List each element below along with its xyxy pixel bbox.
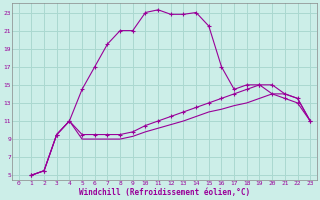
X-axis label: Windchill (Refroidissement éolien,°C): Windchill (Refroidissement éolien,°C) [79, 188, 250, 197]
